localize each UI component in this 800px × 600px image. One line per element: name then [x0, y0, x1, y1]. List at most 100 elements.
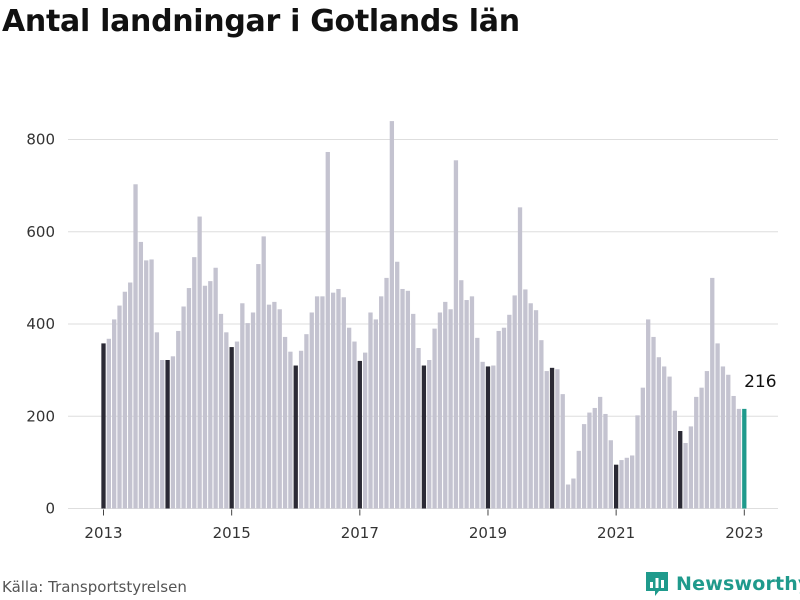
bar [544, 371, 549, 509]
newsworthy-logo-icon [646, 572, 668, 596]
bar [581, 424, 587, 509]
bar [400, 288, 405, 509]
bar [181, 306, 186, 509]
bar [384, 277, 389, 509]
bar [619, 460, 624, 509]
bar [261, 236, 266, 509]
bar-january [549, 367, 555, 509]
bar [144, 260, 149, 509]
bar [517, 207, 523, 509]
bar [266, 304, 272, 509]
bar [314, 296, 320, 509]
bar [106, 338, 111, 509]
bar [282, 336, 288, 509]
bar [571, 478, 576, 509]
x-tick-label: 2023 [725, 524, 763, 542]
bar [667, 376, 672, 509]
bar [309, 312, 314, 509]
x-tick-label: 2019 [469, 524, 507, 542]
bar [736, 408, 742, 509]
bar [277, 309, 282, 509]
bar [186, 288, 192, 509]
bar [437, 312, 443, 509]
bar [416, 348, 421, 509]
bar [565, 484, 571, 509]
bar [320, 296, 325, 509]
bar [448, 309, 453, 509]
bar [250, 312, 256, 509]
bar [138, 241, 144, 509]
latest-value-label: 216 [744, 372, 776, 392]
bar [379, 296, 384, 509]
bar [469, 296, 475, 509]
bar [154, 332, 160, 509]
bar [646, 319, 651, 509]
bar [715, 343, 720, 509]
y-tick-label: 200 [26, 407, 55, 425]
bar-january [613, 464, 619, 509]
brand-name: Newsworthy [676, 573, 800, 595]
bar [298, 350, 304, 509]
bar [533, 310, 539, 509]
bar [256, 264, 261, 509]
bar [224, 332, 229, 509]
bar [133, 184, 138, 509]
bar [459, 280, 464, 509]
bar [480, 361, 485, 509]
bar [218, 313, 224, 509]
bar [208, 281, 213, 509]
bar [475, 337, 480, 509]
bar [112, 319, 117, 509]
bar [512, 295, 517, 509]
source-note: Källa: Transportstyrelsen [2, 578, 187, 596]
bar [373, 319, 378, 509]
bar [389, 121, 395, 509]
bar [464, 300, 469, 509]
bar [325, 151, 330, 509]
y-tick-label: 600 [26, 223, 55, 241]
bar [624, 457, 629, 509]
bar [128, 282, 133, 509]
bar [699, 387, 704, 509]
bar [496, 330, 501, 509]
brand-logo[interactable]: Newsworthy [644, 570, 800, 598]
bar [501, 327, 507, 509]
bar [192, 257, 197, 509]
bar-chart: 0 200 400 600 800 2013 2015 2017 2019 2021 2023 2… [26, 121, 778, 542]
bar [197, 216, 202, 509]
bar [710, 277, 715, 509]
bar [704, 371, 710, 509]
bar [245, 323, 250, 509]
annotations: 216 [744, 372, 776, 392]
bar [202, 285, 208, 509]
y-tick-label: 0 [45, 500, 55, 518]
bar [491, 365, 496, 509]
bar [576, 450, 581, 509]
bar-january [229, 347, 234, 509]
x-axis-ticks: 2013 2015 2017 2019 2021 2023 [84, 509, 763, 542]
bar [427, 359, 432, 509]
y-tick-label: 800 [26, 131, 55, 149]
bar [234, 341, 240, 509]
bar [122, 291, 128, 509]
bar [651, 336, 656, 509]
bar [443, 301, 448, 509]
bar [272, 301, 277, 509]
bar [592, 407, 597, 509]
y-tick-label: 400 [26, 315, 55, 333]
bar [630, 455, 635, 509]
bar [170, 356, 176, 509]
bar [240, 303, 245, 509]
bar [336, 288, 341, 509]
bar [587, 412, 592, 509]
bar [608, 440, 613, 509]
bar [411, 313, 416, 509]
bar [528, 303, 533, 509]
y-axis-ticks: 0 200 400 600 800 [26, 131, 55, 518]
bar [368, 312, 373, 509]
bar [304, 334, 309, 509]
bar [635, 415, 640, 509]
bar [117, 305, 122, 509]
x-tick-label: 2017 [341, 524, 379, 542]
bar-january [678, 431, 683, 509]
